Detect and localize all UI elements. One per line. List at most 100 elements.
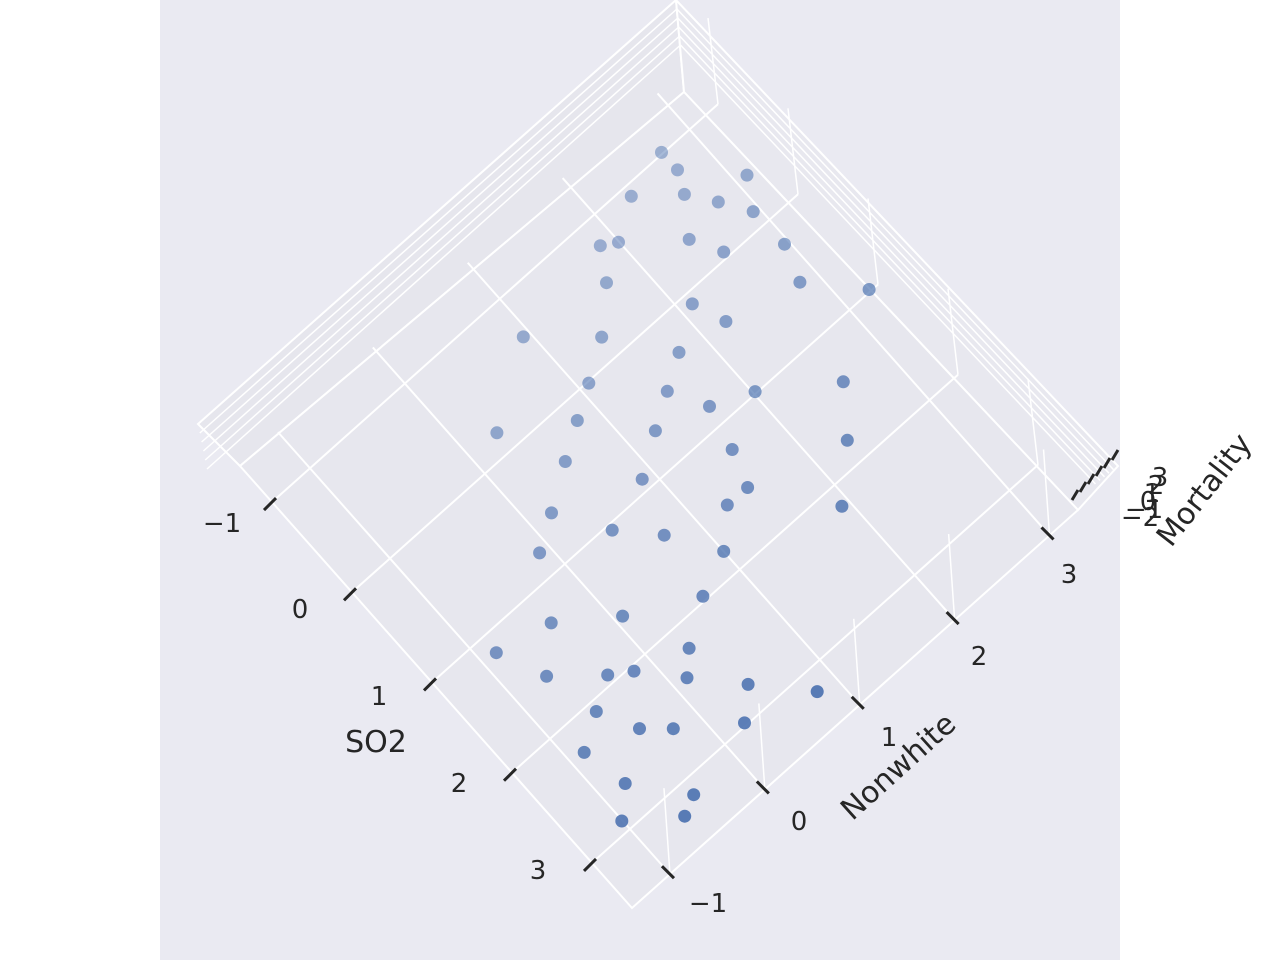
data-point-31 (589, 705, 603, 718)
data-point-40 (738, 716, 751, 730)
data-point-10 (582, 376, 596, 390)
z-tick (1086, 473, 1096, 485)
z-tick-label-5: 3 (1152, 463, 1169, 493)
grid-line-wall-left (201, 17, 679, 443)
grid-line-wall-right (679, 35, 1101, 481)
grid-line-wall-left (202, 26, 680, 452)
data-point-38 (741, 677, 755, 691)
grid-line-wall-vertical (852, 618, 861, 705)
data-point-5 (600, 276, 613, 290)
grid-line-wall-right (677, 17, 1110, 474)
grid-line-wall-right (679, 44, 1097, 485)
data-point-47 (490, 426, 504, 440)
grid-line-wall-right (675, 0, 1119, 467)
data-point-59 (835, 499, 849, 513)
data-point-9 (746, 205, 760, 219)
z-tick-label-0: −2 (1121, 503, 1159, 533)
data-point-44 (593, 239, 607, 253)
x-tick (262, 497, 278, 512)
y-tick (945, 611, 960, 626)
grid-line-wall-left (206, 44, 682, 470)
z-tick-label-4: 2 (1148, 471, 1165, 501)
grid-line-so2 (351, 193, 799, 594)
data-point-23 (544, 616, 558, 630)
grid-line-wall-vertical (1027, 378, 1039, 465)
data-point-50 (719, 315, 733, 328)
data-points (489, 145, 876, 828)
data-point-32 (682, 641, 696, 655)
data-point-25 (720, 498, 734, 512)
grid-line-so2 (591, 464, 1039, 864)
grid-line-wall-vertical (867, 198, 879, 285)
y-tick-label-3: 2 (971, 642, 988, 672)
data-point-49 (778, 237, 791, 251)
grid-lines (197, 0, 1119, 875)
x-tick-label-2: 1 (371, 682, 388, 712)
data-point-28 (717, 544, 731, 558)
data-point-6 (711, 195, 725, 209)
data-point-29 (601, 668, 615, 682)
z-tick-label-2: 0 (1140, 487, 1157, 517)
data-point-19 (635, 472, 649, 486)
x-tick (502, 767, 518, 782)
y-tick-label-1: 0 (791, 807, 808, 837)
floor-pane (238, 90, 1080, 910)
data-point-17 (648, 424, 662, 438)
z-tick (1078, 481, 1088, 493)
data-point-27 (616, 609, 630, 623)
z-tick-label-1: −1 (1125, 495, 1163, 525)
x-tick (582, 857, 598, 872)
grid-line-nonwhite (466, 262, 861, 706)
x-tick-label-3: 2 (451, 769, 468, 799)
grid-line-wall-left (197, 0, 677, 425)
data-point-34 (680, 671, 694, 685)
data-point-48 (717, 245, 731, 259)
data-point-21 (605, 523, 619, 537)
y-tick-label-0: −1 (689, 889, 727, 919)
data-point-55 (836, 375, 850, 389)
data-point-11 (685, 297, 699, 311)
z-tick (1070, 489, 1080, 501)
grid-line-nonwhite (656, 92, 1051, 537)
data-point-12 (570, 414, 584, 427)
data-point-22 (725, 443, 739, 456)
data-point-2 (671, 163, 684, 177)
data-point-0 (655, 145, 668, 159)
data-point-8 (595, 330, 609, 344)
data-point-30 (696, 589, 710, 603)
grid-line-wall-vertical (947, 534, 956, 621)
grid-line-wall-right (678, 26, 1106, 478)
grid-line-wall-vertical (1042, 449, 1051, 536)
x-tick-labels: −1 0 1 2 3 (203, 509, 546, 886)
y-tick (755, 780, 770, 795)
grid-line-wall-vertical (787, 108, 799, 195)
z-tick (1110, 449, 1120, 461)
data-point-33 (577, 745, 591, 759)
data-point-26 (540, 669, 554, 683)
data-point-13 (672, 345, 686, 359)
x-tick (342, 587, 358, 602)
y-tick-label-2: 1 (881, 723, 898, 753)
data-point-18 (533, 546, 547, 560)
data-point-35 (633, 722, 646, 736)
grid-line-so2 (431, 283, 879, 684)
y-tick-labels: −1 0 1 2 3 (689, 560, 1077, 919)
grid-line-so2 (511, 373, 959, 774)
data-point-56 (741, 481, 755, 494)
data-point-3 (612, 235, 625, 249)
z-tick-labels: −2 −1 0 1 2 3 (1121, 463, 1168, 533)
x-axis-label: SO2 (345, 725, 407, 760)
grid-line-wall-vertical (758, 703, 766, 790)
grid-line-so2 (271, 103, 719, 503)
data-point-1 (624, 189, 638, 203)
data-point-37 (618, 777, 632, 790)
x-tick-label-0: −1 (203, 509, 241, 539)
z-tick (1102, 457, 1112, 469)
data-point-52 (703, 399, 716, 413)
data-point-57 (840, 433, 854, 447)
grid-line-wall-vertical (663, 788, 671, 875)
data-point-16 (545, 506, 558, 520)
grid-line-wall-right (676, 8, 1115, 471)
y-tick (1040, 526, 1055, 541)
